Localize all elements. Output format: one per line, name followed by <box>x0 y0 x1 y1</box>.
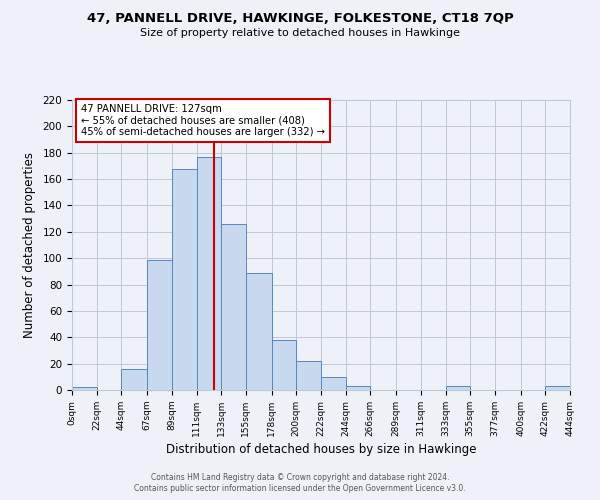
Bar <box>446 386 470 390</box>
X-axis label: Distribution of detached houses by size in Hawkinge: Distribution of detached houses by size … <box>166 443 476 456</box>
Bar <box>246 272 272 390</box>
Y-axis label: Number of detached properties: Number of detached properties <box>23 152 35 338</box>
Bar <box>272 340 296 390</box>
Text: Contains HM Land Registry data © Crown copyright and database right 2024.: Contains HM Land Registry data © Crown c… <box>151 472 449 482</box>
Bar <box>296 361 321 390</box>
Text: 47, PANNELL DRIVE, HAWKINGE, FOLKESTONE, CT18 7QP: 47, PANNELL DRIVE, HAWKINGE, FOLKESTONE,… <box>86 12 514 26</box>
Bar <box>197 156 221 390</box>
Bar <box>172 168 197 390</box>
Text: Contains public sector information licensed under the Open Government Licence v3: Contains public sector information licen… <box>134 484 466 493</box>
Bar <box>221 224 246 390</box>
Bar <box>121 369 147 390</box>
Bar <box>545 386 570 390</box>
Bar <box>346 386 370 390</box>
Bar <box>147 260 172 390</box>
Text: 47 PANNELL DRIVE: 127sqm
← 55% of detached houses are smaller (408)
45% of semi-: 47 PANNELL DRIVE: 127sqm ← 55% of detach… <box>81 104 325 137</box>
Bar <box>321 377 346 390</box>
Bar <box>72 388 97 390</box>
Text: Size of property relative to detached houses in Hawkinge: Size of property relative to detached ho… <box>140 28 460 38</box>
